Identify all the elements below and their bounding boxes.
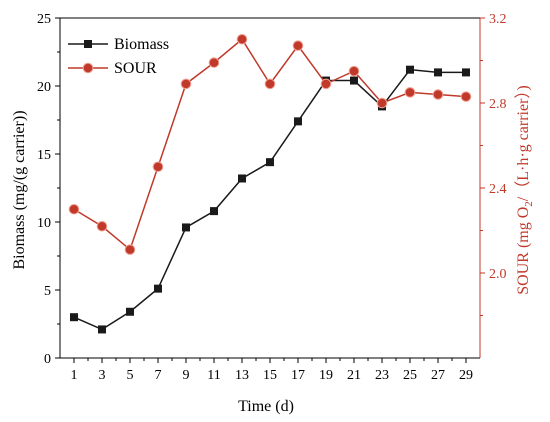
x-tick-label: 11 bbox=[207, 368, 220, 383]
data-point-sour bbox=[376, 97, 388, 109]
x-tick-label: 15 bbox=[263, 368, 277, 383]
y-tick-label-left: 25 bbox=[37, 12, 51, 27]
data-point-biomass bbox=[462, 68, 470, 77]
x-tick-label: 5 bbox=[127, 368, 134, 383]
y-tick-label-left: 0 bbox=[44, 352, 51, 367]
y-tick-label-right: 3.2 bbox=[489, 12, 507, 27]
y-axis-label-right: SOUR (mg O2/（L·h·g carrier）) bbox=[514, 85, 535, 294]
series-layer bbox=[68, 33, 472, 334]
data-point-biomass bbox=[70, 313, 78, 322]
legend-label: SOUR bbox=[114, 60, 157, 77]
data-point-sour bbox=[404, 87, 416, 98]
y-axis-label-left: Biomass (mg/(g carrier)) bbox=[11, 110, 28, 269]
data-point-sour bbox=[236, 33, 248, 45]
data-point-sour bbox=[152, 161, 164, 173]
x-tick-label: 17 bbox=[291, 368, 305, 383]
y-tick-label-right: 2.0 bbox=[489, 267, 507, 282]
data-point-biomass bbox=[294, 117, 302, 126]
y-tick-label-left: 5 bbox=[44, 284, 51, 299]
data-point-biomass bbox=[434, 68, 442, 77]
data-point-biomass bbox=[98, 325, 106, 334]
x-axis-label: Time (d) bbox=[238, 398, 294, 415]
data-point-sour bbox=[96, 220, 108, 232]
series-biomass bbox=[70, 65, 470, 334]
x-tick-label: 7 bbox=[155, 368, 162, 383]
y-tick-label-right: 2.4 bbox=[489, 182, 507, 197]
data-point-sour bbox=[208, 57, 220, 68]
x-tick-label: 23 bbox=[375, 368, 389, 383]
data-point-sour bbox=[180, 78, 192, 90]
x-tick-label: 3 bbox=[99, 368, 106, 383]
data-point-biomass bbox=[350, 76, 358, 85]
legend-marker bbox=[84, 40, 92, 48]
y-tick-label-right: 2.8 bbox=[489, 97, 507, 112]
legend-label: Biomass bbox=[114, 36, 169, 53]
x-tick-label: 13 bbox=[235, 368, 249, 383]
series-sour bbox=[68, 33, 472, 255]
x-tick-label: 9 bbox=[183, 368, 190, 383]
data-point-sour bbox=[432, 89, 444, 100]
data-point-sour bbox=[68, 203, 80, 215]
data-point-sour bbox=[292, 40, 304, 51]
legend: Biomass SOUR bbox=[68, 36, 169, 77]
data-point-biomass bbox=[154, 284, 162, 293]
y-tick-label-left: 15 bbox=[37, 148, 51, 163]
x-tick-label: 21 bbox=[347, 368, 361, 383]
y-tick-label-left: 10 bbox=[37, 216, 51, 231]
data-point-biomass bbox=[406, 65, 414, 74]
legend-marker bbox=[82, 62, 94, 74]
data-point-sour bbox=[348, 65, 360, 77]
data-point-sour bbox=[460, 91, 472, 102]
data-point-sour bbox=[320, 78, 332, 90]
data-point-biomass bbox=[238, 174, 246, 183]
data-point-biomass bbox=[266, 158, 274, 167]
series-line-biomass bbox=[73, 68, 466, 331]
data-point-sour bbox=[264, 78, 276, 90]
y-tick-label-left: 20 bbox=[37, 80, 51, 95]
data-point-biomass bbox=[126, 307, 134, 316]
x-tick-label: 25 bbox=[403, 368, 417, 383]
axes: 1 3 5 7 9 11 13 15 17 19 21 23 25 27 2905101520252.02.… bbox=[37, 12, 507, 383]
x-tick-label: 29 bbox=[459, 368, 473, 383]
data-point-biomass bbox=[182, 223, 190, 232]
x-tick-label: 27 bbox=[431, 368, 445, 383]
data-point-sour bbox=[124, 244, 136, 255]
x-tick-label: 19 bbox=[319, 368, 333, 383]
data-point-biomass bbox=[210, 207, 218, 216]
x-tick-label: 1 bbox=[71, 368, 78, 383]
